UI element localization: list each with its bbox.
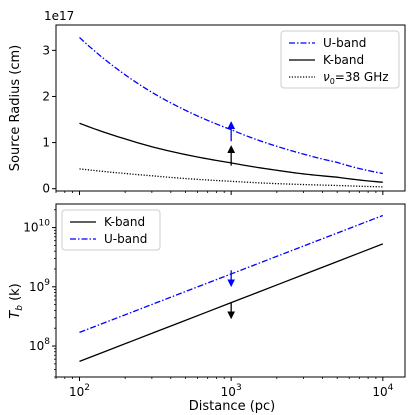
bottom-panel: Tb (k) Distance (pc) 108 109 1010 102 103 104… xyxy=(8,203,406,414)
top-y-axis-label: Source Radius (cm) xyxy=(8,45,23,171)
offset-label: 1e17 xyxy=(44,9,74,23)
series-line-u-band xyxy=(79,36,383,175)
legend-box xyxy=(61,209,161,251)
x-tick-label: 103 xyxy=(221,383,242,399)
y-tick-label: 1 xyxy=(42,136,50,150)
y-tick-label: 1010 xyxy=(23,219,50,235)
y-tick-label: 2 xyxy=(42,89,50,103)
y-tick-label: 3 xyxy=(42,43,50,57)
y-tick-label: 109 xyxy=(29,278,50,294)
legend: U-band K-band ν0=38 GHz xyxy=(280,30,400,89)
series-line--0-38-ghz xyxy=(79,168,383,188)
bottom-plot-frame xyxy=(55,203,406,378)
y-tick-label: 108 xyxy=(29,337,50,353)
legend-label: K-band xyxy=(323,53,364,67)
top-plot-area: 0 1 2 3 U-band K-band ν0=38 GHz xyxy=(42,30,400,196)
legend: K-band U-band xyxy=(61,209,161,251)
top-panel: 1e17 Source Radius (cm) 0 1 2 3 U-band K-band… xyxy=(8,9,406,196)
bottom-y-axis-label: Tb (k) xyxy=(8,283,25,318)
x-tick-label: 102 xyxy=(69,383,90,399)
legend-box xyxy=(280,30,400,89)
y-tick-label: 0 xyxy=(42,182,50,196)
x-axis-label: Distance (pc) xyxy=(189,399,276,414)
bottom-plot-area: 108 109 1010 102 103 104 K-band U-band xyxy=(23,209,394,399)
legend-label: ν0=38 GHz xyxy=(323,70,389,86)
top-plot-frame xyxy=(55,24,406,192)
legend-label: U-band xyxy=(323,36,366,50)
legend-label: U-band xyxy=(104,232,147,246)
x-tick-label: 104 xyxy=(372,383,393,399)
legend-label: K-band xyxy=(104,215,145,229)
